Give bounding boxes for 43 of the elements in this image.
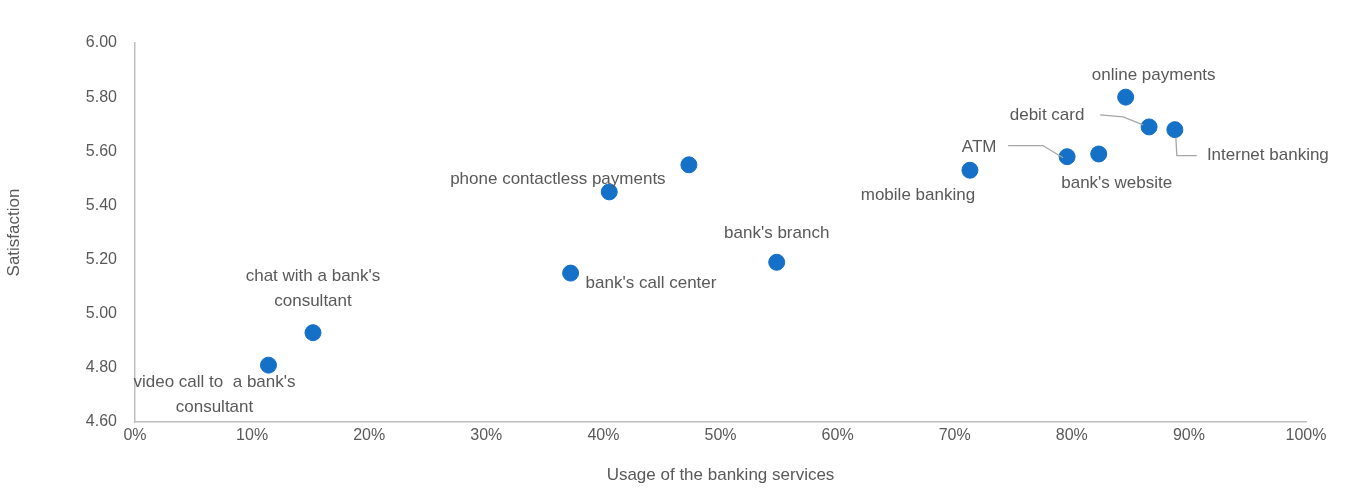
x-tick-label: 90%: [1172, 426, 1205, 444]
annotation: online payments: [1091, 64, 1216, 84]
y-tick-label: 4.60: [85, 412, 118, 430]
x-tick-label: 70%: [938, 426, 971, 444]
y-tick-label: 4.80: [85, 358, 118, 376]
x-tick-label: 50%: [704, 426, 737, 444]
point: [768, 253, 786, 271]
point: [304, 324, 322, 342]
x-tick-label: 30%: [470, 426, 503, 444]
x-tick-label: 60%: [821, 426, 854, 444]
annotation: ATM: [961, 137, 997, 157]
x-tick-label: 20%: [353, 426, 386, 444]
annotation: bank's call center: [585, 272, 717, 292]
y-tick-label: 5.60: [85, 141, 118, 159]
x-tick-label: 80%: [1055, 426, 1088, 444]
point: [1140, 118, 1158, 136]
x-tick-label: 40%: [587, 426, 620, 444]
point: [1166, 121, 1184, 139]
annotation: debit card: [1009, 104, 1085, 124]
y-tick-label: 5.00: [85, 304, 118, 322]
y-tick-label: 5.80: [85, 87, 118, 105]
point: [259, 356, 277, 374]
point: [1090, 145, 1108, 163]
point: [1058, 148, 1076, 166]
point: [680, 156, 698, 174]
x-axis-title: Usage of the banking services: [606, 465, 835, 485]
annotation: mobile banking: [860, 184, 976, 204]
x-tick-label: 10%: [236, 426, 269, 444]
x-tick-label: 100%: [1285, 426, 1327, 444]
x-tick-label: 0%: [123, 426, 147, 444]
annotation: phone contactless payments: [450, 168, 666, 188]
annotation: bank's branch: [724, 222, 830, 242]
annotation: Internet banking: [1206, 145, 1329, 165]
point: [1117, 88, 1135, 106]
y-tick-label: 5.20: [85, 249, 118, 267]
annotation: bank's website: [1061, 172, 1173, 192]
annotation: chat with a bank's consultant: [245, 265, 381, 310]
y-tick-label: 5.40: [85, 195, 118, 213]
point: [562, 264, 580, 282]
y-axis-title: Satisfaction: [3, 188, 23, 277]
annotation: video call to a bank's consultant: [133, 372, 296, 417]
point: [961, 161, 979, 179]
y-tick-label: 6.00: [85, 33, 118, 51]
